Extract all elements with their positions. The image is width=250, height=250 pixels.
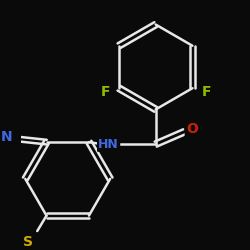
Text: N: N: [0, 130, 12, 144]
Text: S: S: [23, 235, 33, 249]
Text: F: F: [100, 85, 110, 99]
Text: HN: HN: [98, 138, 119, 151]
Text: F: F: [202, 85, 211, 99]
Text: O: O: [186, 122, 198, 136]
